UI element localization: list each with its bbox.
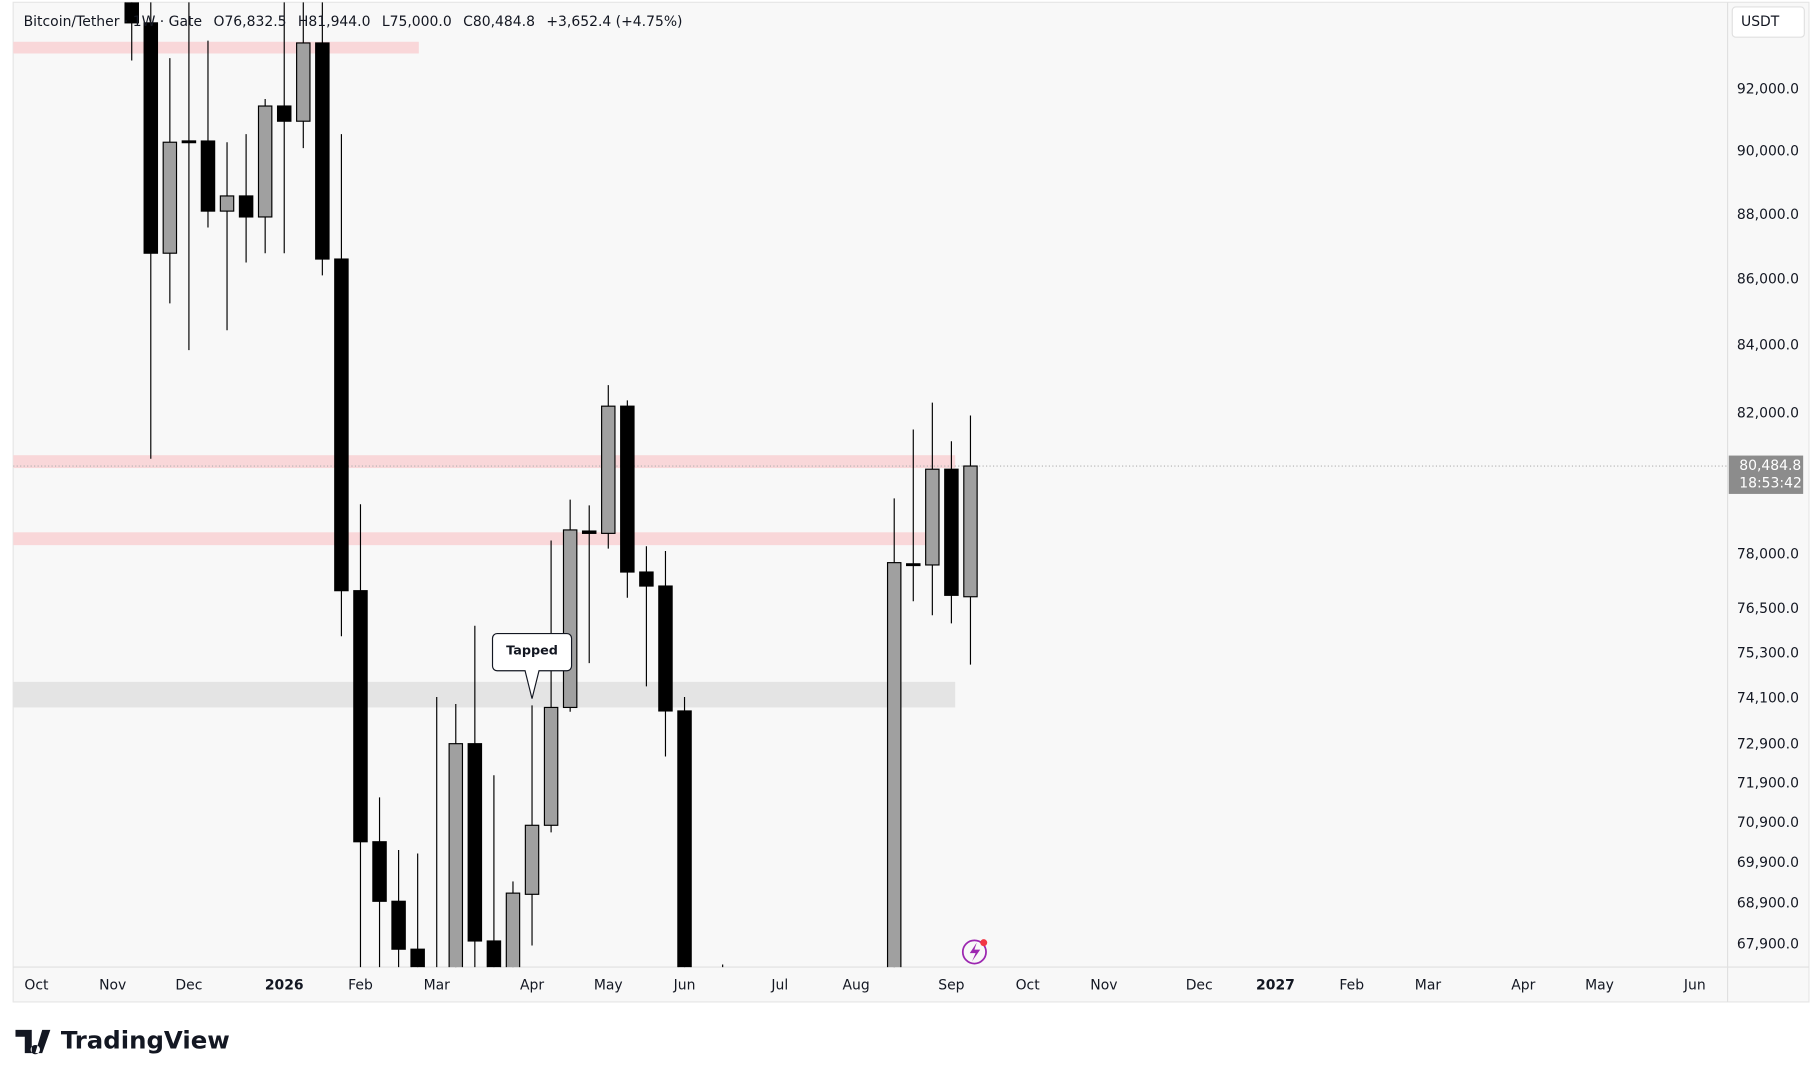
candle-body (257, 105, 273, 218)
symbol: Bitcoin/Tether · 1W · Gate (24, 14, 202, 30)
x-tick-label: May (1585, 978, 1614, 994)
x-tick-label: Jun (1683, 978, 1706, 994)
y-tick-label: 68,900.0 (1737, 895, 1799, 911)
x-tick-label: Nov (99, 978, 126, 994)
y-tick-label: 67,900.0 (1737, 937, 1799, 953)
x-tick-label: Aug (842, 978, 869, 994)
zone (13, 681, 956, 708)
candle-body (410, 948, 425, 968)
currency: USDT (1741, 14, 1780, 30)
brand-name: TradingView (61, 1025, 230, 1054)
y-tick-label: 86,000.0 (1737, 271, 1799, 287)
alert-icon[interactable] (961, 939, 988, 965)
countdown: 18:53:42 (1739, 475, 1802, 491)
zone (13, 455, 956, 469)
high-value: H81,944.0 (298, 14, 371, 30)
candle-body (906, 563, 921, 567)
y-tick-label: 76,500.0 (1737, 601, 1799, 617)
y-tick-label: 84,000.0 (1737, 338, 1799, 354)
x-tick-label: Oct (1016, 978, 1041, 994)
candle-body (925, 468, 940, 566)
y-tick-label: 70,900.0 (1737, 815, 1799, 831)
candle-body (601, 405, 616, 534)
candle-body (505, 892, 521, 968)
candle-body (620, 405, 635, 573)
x-tick-label: Mar (424, 978, 451, 994)
candle-body (448, 743, 464, 968)
x-tick-label: Oct (24, 978, 49, 994)
x-tick-label: May (594, 978, 623, 994)
candle-body (238, 195, 254, 218)
candle-body (562, 529, 578, 709)
plot-area (13, 2, 1728, 968)
candle-body (886, 562, 902, 968)
candle-body (543, 706, 559, 826)
open-value: O76,832.5 (213, 14, 286, 30)
y-tick-label: 71,900.0 (1737, 775, 1799, 791)
x-tick-label: 2026 (265, 978, 304, 994)
y-tick-label: 75,300.0 (1737, 645, 1799, 661)
candle-body (143, 22, 159, 254)
candle-body (353, 590, 368, 843)
x-tick-label: Apr (520, 978, 544, 994)
candle-body (524, 824, 540, 895)
x-tick-label: Dec (175, 978, 202, 994)
last-price-tag (1728, 455, 1804, 494)
candle-body (658, 585, 673, 712)
y-tick-label: 69,900.0 (1737, 855, 1799, 871)
candle-body (296, 42, 311, 122)
candle-body (639, 571, 654, 587)
last-price-label: 80,484.8 (1739, 458, 1801, 474)
x-tick-label: Sep (938, 978, 964, 994)
x-tick-label: Dec (1186, 978, 1213, 994)
candle-body (181, 140, 197, 144)
candle-body (963, 465, 978, 598)
candle-body (162, 141, 178, 254)
candle-body (219, 195, 235, 212)
candle-body (486, 940, 502, 968)
candle-body (467, 743, 483, 942)
chart-header: Bitcoin/Tether · 1W · Gate O76,832.5 H81… (24, 14, 683, 30)
candle-body (124, 2, 139, 24)
y-tick-label: 78,000.0 (1737, 546, 1799, 562)
y-tick-label: 92,000.0 (1737, 82, 1799, 98)
y-tick-label: 74,100.0 (1737, 691, 1799, 707)
candle-body (944, 468, 959, 596)
x-tick-label: Mar (1415, 978, 1442, 994)
x-tick-label: Apr (1511, 978, 1535, 994)
zone (13, 41, 419, 54)
currency-box[interactable] (1731, 6, 1805, 38)
x-tick-label: Feb (1339, 978, 1364, 994)
x-tick-label: Feb (348, 978, 373, 994)
x-tick-label: Jul (770, 978, 788, 994)
annotation-callout (491, 632, 573, 699)
candle-body (391, 900, 406, 950)
y-tick-label: 72,900.0 (1737, 737, 1799, 753)
close-value: C80,484.8 (463, 14, 535, 30)
y-tick-label: 82,000.0 (1737, 406, 1799, 422)
candle-body (315, 42, 330, 260)
candle-body (200, 140, 216, 212)
chart-panel (12, 1, 1810, 1003)
candle-body (581, 530, 597, 534)
y-tick-label: 88,000.0 (1737, 207, 1799, 223)
low-value: L75,000.0 (382, 14, 452, 30)
change-value: +3,652.4 (+4.75%) (546, 14, 682, 30)
y-tick-label: 90,000.0 (1737, 144, 1799, 160)
candle-body (334, 258, 349, 592)
x-tick-label: Nov (1090, 978, 1117, 994)
x-tick-label: Jun (673, 978, 696, 994)
brand-logo[interactable]: TradingView (15, 1025, 230, 1054)
zone (13, 532, 931, 546)
candle-body (276, 105, 292, 122)
annotation-text: Tapped (506, 644, 558, 659)
candle-body (372, 841, 387, 902)
candle-body (677, 710, 692, 968)
x-tick-label: 2027 (1256, 978, 1295, 994)
